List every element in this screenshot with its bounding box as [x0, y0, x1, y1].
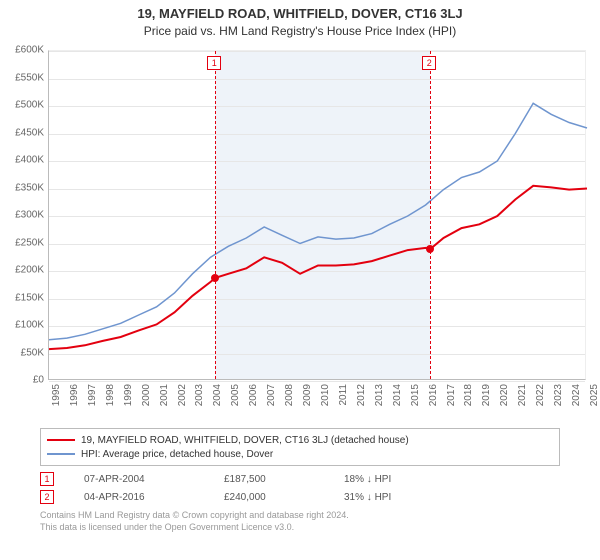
sales-row-price: £240,000 [224, 492, 314, 503]
sales-row-date: 04-APR-2016 [84, 492, 194, 503]
legend-swatch [47, 453, 75, 455]
y-axis-label: £500K [0, 100, 44, 111]
sale-marker-dot [211, 274, 219, 282]
y-axis-label: £400K [0, 155, 44, 166]
legend-row: 19, MAYFIELD ROAD, WHITFIELD, DOVER, CT1… [47, 433, 553, 447]
x-axis-label: 2024 [571, 384, 582, 406]
legend-row: HPI: Average price, detached house, Dove… [47, 447, 553, 461]
y-axis-label: £450K [0, 127, 44, 138]
y-axis-label: £150K [0, 292, 44, 303]
series-line-0 [49, 186, 587, 349]
title-line1: 19, MAYFIELD ROAD, WHITFIELD, DOVER, CT1… [10, 6, 590, 21]
sales-row-index: 2 [40, 490, 54, 504]
series-line-1 [49, 103, 587, 339]
y-axis-label: £200K [0, 265, 44, 276]
x-axis-label: 2021 [517, 384, 528, 406]
x-axis-label: 2000 [141, 384, 152, 406]
x-axis-label: 2020 [499, 384, 510, 406]
legend-box: 19, MAYFIELD ROAD, WHITFIELD, DOVER, CT1… [40, 428, 560, 466]
x-axis-label: 2014 [392, 384, 403, 406]
y-axis-label: £600K [0, 45, 44, 56]
sales-table: 1 07-APR-2004 £187,500 18% ↓ HPI 2 04-APR-201… [40, 470, 560, 506]
x-axis-label: 1999 [123, 384, 134, 406]
footer-attrib: Contains HM Land Registry data © Crown c… [40, 510, 560, 533]
sale-marker-line [215, 51, 216, 379]
chart-area: £0 £50K £100K £150K £200K £250K £300K £350K £400… [0, 42, 600, 422]
y-axis-label: £0 [0, 375, 44, 386]
x-axis-label: 2023 [553, 384, 564, 406]
series-svg [49, 51, 585, 379]
sales-row: 2 04-APR-2016 £240,000 31% ↓ HPI [40, 488, 560, 506]
y-axis-label: £350K [0, 182, 44, 193]
title-line2: Price paid vs. HM Land Registry's House … [10, 24, 590, 38]
x-axis-label: 2025 [589, 384, 600, 406]
sales-row-price: £187,500 [224, 474, 314, 485]
sale-marker-index: 1 [207, 56, 221, 70]
gridline-h [49, 381, 585, 382]
x-axis-label: 2008 [284, 384, 295, 406]
x-axis-label: 2009 [302, 384, 313, 406]
x-axis-label: 2018 [463, 384, 474, 406]
sales-row: 1 07-APR-2004 £187,500 18% ↓ HPI [40, 470, 560, 488]
sales-row-delta: 18% ↓ HPI [344, 474, 391, 485]
x-axis-label: 2010 [320, 384, 331, 406]
x-axis-label: 2001 [159, 384, 170, 406]
x-axis-label: 2004 [212, 384, 223, 406]
sale-marker-line [430, 51, 431, 379]
x-axis-label: 2002 [177, 384, 188, 406]
sale-marker-dot [426, 245, 434, 253]
x-axis-label: 1996 [69, 384, 80, 406]
x-axis-label: 2003 [194, 384, 205, 406]
y-axis-label: £250K [0, 237, 44, 248]
footer-line1: Contains HM Land Registry data © Crown c… [40, 510, 560, 522]
y-axis-label: £50K [0, 347, 44, 358]
x-axis-label: 2013 [374, 384, 385, 406]
x-axis-label: 2017 [446, 384, 457, 406]
x-axis-label: 2019 [481, 384, 492, 406]
x-axis-label: 2005 [230, 384, 241, 406]
footer-line2: This data is licensed under the Open Gov… [40, 522, 560, 534]
x-axis-label: 1995 [51, 384, 62, 406]
sales-row-delta: 31% ↓ HPI [344, 492, 391, 503]
sales-row-date: 07-APR-2004 [84, 474, 194, 485]
legend-label: HPI: Average price, detached house, Dove… [81, 449, 273, 460]
x-axis-label: 2015 [410, 384, 421, 406]
x-axis-label: 2007 [266, 384, 277, 406]
x-axis-label: 1998 [105, 384, 116, 406]
x-axis-label: 2016 [428, 384, 439, 406]
legend-label: 19, MAYFIELD ROAD, WHITFIELD, DOVER, CT1… [81, 435, 409, 446]
x-axis-label: 2012 [356, 384, 367, 406]
y-axis-label: £100K [0, 320, 44, 331]
sales-row-index: 1 [40, 472, 54, 486]
legend-swatch [47, 439, 75, 441]
x-axis-label: 2022 [535, 384, 546, 406]
chart-titles: 19, MAYFIELD ROAD, WHITFIELD, DOVER, CT1… [0, 0, 600, 42]
y-axis-label: £300K [0, 210, 44, 221]
plot-area [48, 50, 586, 380]
x-axis-label: 2011 [338, 384, 349, 406]
y-axis-label: £550K [0, 72, 44, 83]
x-axis-label: 2006 [248, 384, 259, 406]
sale-marker-index: 2 [422, 56, 436, 70]
x-axis-label: 1997 [87, 384, 98, 406]
